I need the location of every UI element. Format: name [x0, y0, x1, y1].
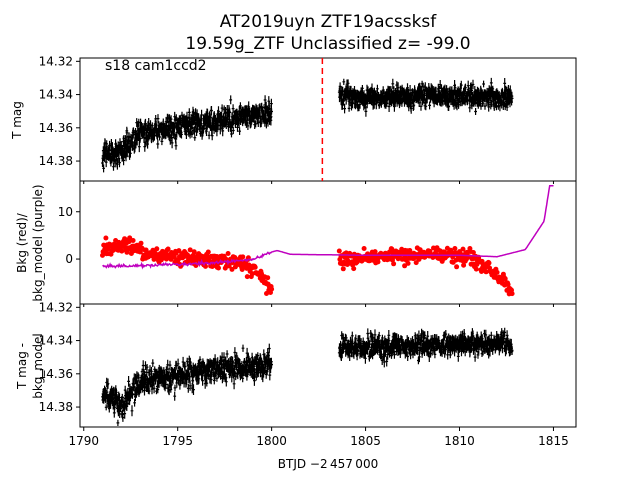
bkg-point	[509, 291, 515, 297]
bkg-point	[391, 261, 397, 267]
bkg-point	[372, 249, 378, 255]
bkg-point	[225, 251, 231, 256]
bkg-point	[351, 266, 357, 272]
bottom-panel-frame	[79, 303, 577, 428]
bottom-data-points	[337, 327, 514, 368]
bkg-point	[205, 249, 211, 255]
bkg-point	[407, 248, 413, 253]
bkg-point	[103, 235, 109, 241]
bkg-point	[216, 265, 221, 271]
bkg-point	[470, 250, 476, 255]
bkg-point	[252, 264, 258, 270]
top-y-axis-label: T mag	[10, 101, 24, 140]
bkg-point	[483, 269, 489, 275]
x-tick-label-1790: 1790	[68, 434, 99, 448]
axes-layer: 1790 1795 1800 1805 1810 1815 14.32 14.34 14.36 1…	[39, 54, 569, 448]
bkg-point	[402, 263, 408, 269]
bkg-point	[375, 259, 381, 265]
x-tick-label-1800: 1800	[256, 434, 287, 448]
bkg-point	[461, 262, 467, 268]
bkg-point	[269, 286, 275, 292]
plot-layer	[100, 58, 554, 426]
x-tick-label-1810: 1810	[444, 434, 475, 448]
x-axis-label: BTJD −2 457 000	[278, 457, 378, 471]
bkg-point	[505, 282, 511, 287]
bkg-point	[126, 239, 132, 245]
bottom-y-tick-label-14.34: 14.34	[39, 334, 73, 348]
bkg-point	[340, 266, 346, 272]
bkg-point	[390, 257, 395, 263]
bkg-point	[130, 238, 136, 243]
bkg-point	[191, 249, 197, 255]
chart-title-line1: AT2019uyn ZTF19acssksf	[220, 12, 438, 32]
top-data-points	[101, 95, 273, 173]
bottom-y-axis-label-line2: bkg_model	[31, 333, 45, 399]
bkg-point	[265, 275, 271, 281]
bkg-point	[336, 248, 342, 254]
top-lightcurve-series	[101, 77, 514, 173]
bkg-point	[473, 266, 479, 272]
bkg-point	[187, 247, 193, 253]
bkg-point	[454, 264, 460, 270]
bkg-point	[127, 235, 133, 241]
bkg-point	[143, 247, 149, 253]
bkg-point	[119, 248, 125, 254]
bkg-point	[405, 260, 411, 266]
top-y-tick-label-14.38: 14.38	[39, 154, 73, 168]
bottom-y-tick-label-14.32: 14.32	[39, 300, 73, 314]
x-tick-label-1815: 1815	[538, 434, 569, 448]
bkg-point	[452, 246, 458, 251]
bottom-y-axis-label-line1: T mag -	[15, 343, 29, 390]
bkg-point	[494, 269, 500, 275]
bottom-y-tick-label-14.38: 14.38	[39, 400, 73, 414]
bkg-point	[244, 274, 250, 280]
top-data-points	[337, 77, 514, 117]
bkg-model-line	[102, 184, 554, 270]
bkg-point	[361, 246, 367, 251]
bkg-point	[138, 240, 144, 246]
top-y-tick-label-14.34: 14.34	[39, 88, 73, 102]
middle-y-axis-label-line1: Bkg (red)/	[15, 212, 29, 273]
bottom-data-points	[101, 343, 273, 426]
bkg-point	[460, 246, 466, 252]
bottom-lightcurve-series	[101, 327, 514, 426]
sector-camera-annotation: s18 cam1ccd2	[105, 58, 207, 74]
middle-y-tick-label-10: 10	[58, 205, 73, 219]
middle-y-axis-label-line2: bkg_model (purple)	[31, 184, 45, 301]
bkg-point	[486, 260, 492, 266]
bottom-y-tick-label-14.36: 14.36	[39, 367, 73, 381]
bkg-point	[239, 267, 245, 272]
x-tick-label-1795: 1795	[162, 434, 193, 448]
bkg-point	[165, 246, 171, 252]
middle-y-tick-label-0: 0	[65, 252, 73, 266]
x-tick-label-1805: 1805	[350, 434, 381, 448]
top-y-tick-label-14.36: 14.36	[39, 121, 73, 135]
chart-title-line2: 19.59g_ZTF Unclassified z= -99.0	[185, 34, 470, 54]
bkg-point	[502, 276, 508, 282]
top-y-tick-label-14.32: 14.32	[39, 54, 73, 68]
bkg-point	[240, 254, 246, 260]
bkg-point	[154, 246, 160, 252]
